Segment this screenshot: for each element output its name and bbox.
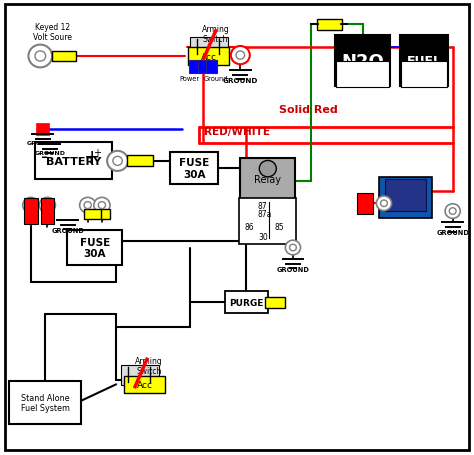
Circle shape (94, 198, 110, 213)
FancyBboxPatch shape (206, 61, 217, 74)
FancyBboxPatch shape (198, 61, 208, 74)
Text: -: - (37, 147, 41, 157)
FancyBboxPatch shape (265, 297, 285, 308)
Text: Arming
Switch: Arming Switch (136, 356, 163, 375)
Text: GROUND: GROUND (223, 78, 258, 84)
Text: 86: 86 (244, 223, 254, 232)
FancyBboxPatch shape (336, 62, 389, 88)
Text: FUSE
30A: FUSE 30A (80, 237, 110, 259)
Text: Stand Alone
Fuel System: Stand Alone Fuel System (20, 393, 70, 412)
FancyBboxPatch shape (127, 156, 153, 167)
Text: N2O: N2O (341, 52, 384, 71)
Text: Solid Red: Solid Red (279, 105, 337, 115)
Text: Acc: Acc (201, 52, 217, 61)
FancyBboxPatch shape (67, 231, 122, 265)
Circle shape (236, 52, 245, 60)
FancyBboxPatch shape (52, 51, 76, 62)
FancyBboxPatch shape (385, 180, 426, 212)
Circle shape (84, 202, 91, 209)
Circle shape (376, 197, 392, 211)
FancyBboxPatch shape (335, 36, 390, 87)
Text: RED/WHITE: RED/WHITE (204, 126, 270, 136)
Text: 87a: 87a (257, 209, 272, 218)
FancyBboxPatch shape (188, 48, 229, 66)
Text: GROUND: GROUND (436, 230, 469, 236)
FancyBboxPatch shape (240, 159, 295, 200)
FancyBboxPatch shape (121, 365, 159, 385)
FancyBboxPatch shape (36, 143, 111, 180)
Text: 87: 87 (257, 202, 267, 211)
Text: FUEL: FUEL (407, 55, 442, 68)
FancyBboxPatch shape (101, 210, 110, 220)
FancyBboxPatch shape (190, 38, 228, 58)
Circle shape (231, 47, 250, 65)
Text: +: + (93, 147, 101, 157)
FancyBboxPatch shape (36, 123, 49, 136)
Text: BATTERY: BATTERY (46, 157, 101, 167)
FancyBboxPatch shape (357, 193, 373, 214)
Circle shape (28, 46, 52, 68)
FancyBboxPatch shape (170, 152, 218, 185)
Circle shape (98, 202, 106, 209)
Text: Power: Power (180, 76, 200, 81)
Text: Arming
Switch: Arming Switch (202, 25, 229, 45)
FancyBboxPatch shape (5, 5, 469, 450)
Circle shape (113, 157, 122, 166)
Text: GROUND: GROUND (276, 266, 310, 272)
Circle shape (44, 202, 51, 209)
Circle shape (449, 208, 456, 215)
Text: FUSE
30A: FUSE 30A (179, 157, 210, 179)
FancyBboxPatch shape (189, 61, 200, 74)
Text: Ground: Ground (203, 76, 228, 81)
Text: 30: 30 (258, 232, 268, 241)
Circle shape (107, 152, 128, 172)
Circle shape (381, 201, 387, 207)
FancyBboxPatch shape (317, 20, 342, 30)
Circle shape (290, 245, 296, 251)
Text: PURGE: PURGE (229, 298, 264, 307)
FancyBboxPatch shape (401, 62, 447, 88)
FancyBboxPatch shape (124, 376, 165, 393)
Text: Acc: Acc (137, 380, 153, 389)
FancyBboxPatch shape (400, 36, 448, 87)
Text: GROUND: GROUND (51, 228, 84, 233)
FancyBboxPatch shape (225, 292, 268, 313)
Text: 85: 85 (275, 223, 284, 232)
Circle shape (35, 52, 46, 62)
Text: GROUND: GROUND (34, 151, 65, 156)
FancyBboxPatch shape (24, 199, 38, 224)
FancyBboxPatch shape (84, 210, 102, 220)
FancyBboxPatch shape (40, 199, 54, 224)
Circle shape (285, 241, 301, 255)
FancyBboxPatch shape (9, 381, 81, 425)
Circle shape (23, 198, 39, 213)
Circle shape (27, 202, 35, 209)
Text: +: + (84, 147, 100, 167)
Text: Relay: Relay (255, 175, 281, 185)
Circle shape (39, 198, 55, 213)
FancyBboxPatch shape (379, 177, 431, 219)
Text: GROUND: GROUND (27, 141, 58, 146)
Text: -: - (40, 147, 48, 167)
Circle shape (80, 198, 96, 213)
Circle shape (259, 161, 276, 177)
FancyBboxPatch shape (239, 198, 296, 245)
Circle shape (445, 204, 460, 219)
Text: Keyed 12
Volt Soure: Keyed 12 Volt Soure (33, 22, 72, 42)
